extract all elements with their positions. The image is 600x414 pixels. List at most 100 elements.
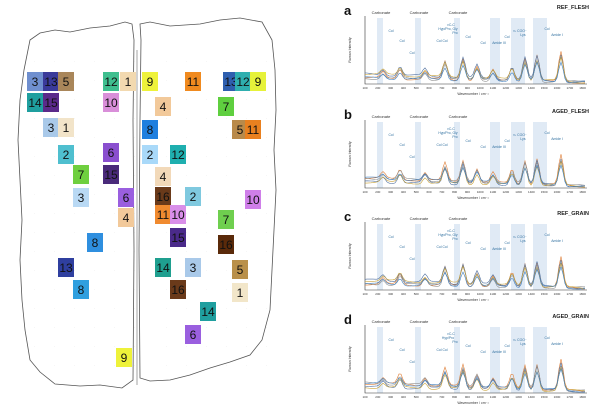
sample-tile-label: 3 — [48, 121, 55, 135]
band-highlight — [454, 122, 460, 188]
sample-grid-mark: · — [226, 344, 227, 348]
annotation-label: Hyp/Pro, Gly — [438, 233, 458, 237]
annotation-label: Col — [399, 143, 404, 147]
annotation-label: Carbonate — [372, 319, 391, 324]
sample-tile-fill — [155, 97, 171, 116]
annotation-label: Col — [388, 235, 393, 239]
sample-grid-mark: · — [186, 249, 187, 253]
sample-grid-mark: · — [34, 211, 35, 215]
band-highlight — [377, 224, 383, 290]
sample-tile-right-19: 7 — [218, 210, 234, 229]
sample-tile-fill — [170, 280, 186, 299]
sample-grid-mark: · — [186, 287, 187, 291]
x-tick-label: 1400 — [528, 190, 535, 194]
sample-tile-label: 11 — [247, 123, 260, 137]
sample-grid-mark: · — [74, 78, 75, 82]
sample-tile-label: 13 — [44, 75, 58, 89]
spectrum-line-1 — [364, 362, 586, 393]
sample-grid-mark: · — [246, 325, 247, 329]
sample-tile-right-16: 2 — [185, 187, 201, 206]
band-highlight — [533, 18, 547, 84]
x-tick-label: 200 — [375, 86, 380, 90]
x-axis-label: Wavenumber / cm⁻¹ — [457, 298, 489, 302]
sample-tile-fill — [58, 72, 74, 91]
x-tick-label: 1600 — [554, 395, 561, 399]
sample-tile-label: 4 — [160, 100, 167, 114]
sample-tile-right-1: 11 — [185, 72, 201, 91]
band-highlight — [377, 122, 383, 188]
spectrum-line-3 — [365, 160, 586, 188]
sample-grid-mark: · — [94, 268, 95, 272]
sample-grid-mark: · — [186, 363, 187, 367]
sample-grid-mark: · — [54, 344, 55, 348]
sample-tile-left-9: 1 — [58, 118, 74, 137]
spectrum-line-0 — [364, 359, 586, 392]
sample-grid-mark: · — [34, 154, 35, 158]
sample-tile-label: 2 — [63, 148, 70, 162]
sample-tile-fill — [43, 72, 59, 91]
sample-grid-mark: · — [206, 78, 207, 82]
panel-letter: d — [344, 312, 352, 327]
sample-tile-fill — [43, 118, 59, 137]
sample-tile-fill — [170, 228, 186, 247]
x-tick-label: 800 — [452, 395, 457, 399]
spectrum-plot: Carbonate Carbonate Carbonate Col Col Col νC-C… — [348, 114, 587, 200]
sample-tile-right-15: 10 — [170, 205, 186, 224]
x-tick-label: 700 — [439, 190, 444, 194]
sample-grid-mark: · — [206, 230, 207, 234]
x-tick-label: 600 — [426, 395, 431, 399]
sample-grid-mark: · — [246, 154, 247, 158]
sample-grid-mark: · — [246, 211, 247, 215]
parchment-outline-left — [17, 21, 135, 389]
annotation-label: Amide III — [492, 145, 505, 149]
sample-tile-left-14: 3 — [73, 188, 89, 207]
sample-grid-mark: · — [74, 59, 75, 63]
sample-grid-mark: · — [94, 230, 95, 234]
panel-title: REF_GRAIN — [557, 211, 589, 217]
annotation-label: Carbonate — [449, 114, 468, 119]
sample-grid-mark: · — [94, 154, 95, 158]
sample-tile-label: 1 — [237, 286, 244, 300]
sample-tile-label: 3 — [190, 261, 197, 275]
panel-title: REF_FLESH — [556, 5, 589, 11]
sample-grid-mark: · — [134, 268, 135, 272]
sample-tile-right-24: 16 — [170, 280, 186, 299]
x-tick-label: 300 — [388, 190, 393, 194]
sample-grid-mark: · — [54, 230, 55, 234]
sample-tile-left-16: 4 — [118, 208, 134, 227]
x-tick-label: 100 — [362, 292, 367, 296]
band-highlight — [377, 18, 383, 84]
sample-grid-mark: · — [266, 154, 267, 158]
annotation-label: Col — [409, 257, 414, 261]
sample-tile-label: 8 — [147, 123, 154, 137]
sample-tile-fill — [120, 72, 136, 91]
annotation-label: νC-C — [447, 332, 455, 336]
annotation-label: Hyp/Pro — [442, 336, 454, 340]
annotation-label: Col — [399, 245, 404, 249]
annotation-label: Col — [465, 241, 470, 245]
sample-grid-mark: · — [54, 211, 55, 215]
annotation-label: Col — [480, 247, 485, 251]
sample-grid-mark: · — [94, 306, 95, 310]
x-axis-label: Wavenumber / cm⁻¹ — [457, 92, 489, 96]
band-highlight — [415, 122, 421, 188]
annotation-label: Col — [480, 350, 485, 354]
sample-tile-right-20: 16 — [218, 235, 234, 254]
sample-tile-right-9: 11 — [245, 120, 261, 139]
sample-tile-label: 15 — [104, 168, 118, 182]
y-axis-label: Raman Intensity — [348, 37, 352, 63]
annotation-label: Amide III — [492, 350, 505, 354]
band-highlight — [533, 224, 547, 290]
sample-tile-fill — [116, 348, 132, 367]
annotation-label: Col — [480, 41, 485, 45]
sample-tile-right-27: 6 — [185, 325, 201, 344]
sample-grid-mark: · — [134, 306, 135, 310]
sample-grid-mark: · — [54, 268, 55, 272]
sample-tile-fill — [245, 120, 261, 139]
sample-grid-mark: · — [34, 230, 35, 234]
annotation-label: Col — [504, 344, 509, 348]
sample-grid-mark: · — [134, 344, 135, 348]
annotation-label: Col — [544, 336, 549, 340]
sample-grid-mark: · — [206, 287, 207, 291]
x-tick-label: 200 — [375, 395, 380, 399]
